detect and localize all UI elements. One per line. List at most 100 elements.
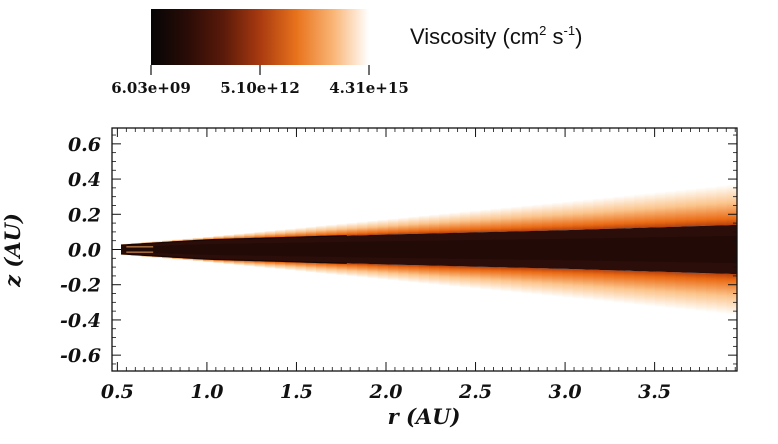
active-layer-upper <box>336 223 348 236</box>
active-layer-lower <box>562 268 574 298</box>
active-layer-upper <box>654 191 666 228</box>
active-layer-upper <box>244 232 255 239</box>
y-tick-label: 0.6 <box>68 134 101 156</box>
dead-zone-boundary <box>120 235 347 246</box>
active-layer-upper <box>603 197 615 229</box>
active-layer-upper <box>408 216 420 234</box>
y-axis-title: z (AU) <box>0 213 25 288</box>
y-tick-label: -0.2 <box>60 275 101 297</box>
active-layer-upper <box>346 222 358 236</box>
y-tick-label: -0.4 <box>60 310 101 332</box>
active-layer-upper <box>695 187 707 227</box>
active-layer-upper <box>275 229 286 238</box>
active-layer-upper <box>357 221 368 236</box>
active-layer-lower <box>295 261 307 272</box>
active-layer-upper <box>706 186 718 226</box>
active-layer-lower <box>367 263 379 279</box>
y-tick-label: 0.0 <box>68 240 101 262</box>
active-layer-upper <box>439 213 451 234</box>
dead-zone-core <box>121 235 737 264</box>
x-tick-label: 2.0 <box>368 381 402 403</box>
active-layer-upper <box>233 233 245 239</box>
active-layer-lower <box>305 262 317 273</box>
active-layer-lower <box>223 259 235 265</box>
active-layer-upper <box>264 230 276 239</box>
active-layer-upper <box>326 224 338 237</box>
active-layer-upper <box>726 184 737 226</box>
active-layer-upper <box>593 198 605 230</box>
y-tick-label: -0.6 <box>60 345 101 367</box>
colorbar: 6.03e+09 5.10e+12 4.31e+15 Viscosity (cm2 … <box>111 9 582 97</box>
active-layer-lower <box>213 259 225 264</box>
active-layer-lower <box>726 273 737 315</box>
active-layer-upper <box>305 226 317 237</box>
active-layer-lower <box>490 267 502 291</box>
active-layer-upper <box>418 215 430 234</box>
active-layer-upper <box>521 205 533 232</box>
active-layer-upper <box>634 193 646 228</box>
active-layer-lower <box>326 262 338 275</box>
active-layer-upper <box>511 206 522 232</box>
active-layer-upper <box>572 200 584 230</box>
active-layer-upper <box>644 192 656 228</box>
active-layer-lower <box>521 267 533 294</box>
active-layer-upper <box>552 202 564 231</box>
active-layer-upper <box>583 199 594 230</box>
active-layer-upper <box>531 204 543 231</box>
active-layer-lower <box>541 268 553 296</box>
active-layer-lower <box>357 263 368 278</box>
active-layer-lower <box>244 260 255 267</box>
active-layer-upper <box>685 188 697 227</box>
x-tick-label: 0.5 <box>101 381 134 403</box>
x-tick-label: 3.5 <box>638 381 671 403</box>
active-layer-upper <box>562 201 574 231</box>
active-layer-lower <box>613 270 625 304</box>
active-layer-lower <box>316 262 327 274</box>
colorbar-tick-label: 6.03e+09 <box>111 79 191 97</box>
active-layer-upper <box>470 210 481 233</box>
active-layer-lower <box>706 273 718 313</box>
active-layer-upper <box>665 190 676 228</box>
plot-area: 0.5 1.0 1.5 2.0 2.5 3.0 3.5 0.6 0.4 0.2 0.0 -0.2 -0… <box>60 127 738 403</box>
active-layer-lower <box>470 266 481 289</box>
active-layer-lower <box>233 260 245 266</box>
colorbar-tick-label: 4.31e+15 <box>329 79 409 97</box>
active-layer-lower <box>346 263 358 277</box>
active-layer-upper <box>213 235 225 240</box>
active-layer-lower <box>264 260 276 269</box>
x-tick-label: 1.0 <box>190 381 223 403</box>
active-layer-lower <box>285 261 297 271</box>
active-layer-lower <box>624 270 635 305</box>
active-layer-upper <box>367 220 379 236</box>
active-layer-lower <box>695 272 707 312</box>
active-layer-lower <box>439 265 451 286</box>
active-layer-upper <box>429 214 440 234</box>
active-layer-lower <box>500 267 512 292</box>
active-layer-lower <box>654 271 666 308</box>
active-layer-lower <box>336 263 348 276</box>
active-layer-lower <box>603 270 615 302</box>
active-layer-lower <box>644 271 656 307</box>
y-axis-ticks: 0.6 0.4 0.2 0.0 -0.2 -0.4 -0.6 <box>60 134 737 367</box>
active-layer-lower <box>429 265 440 285</box>
x-axis-title: r (AU) <box>388 404 461 429</box>
active-layer-upper <box>624 194 635 229</box>
y-tick-label: 0.4 <box>68 169 101 191</box>
active-layer-upper <box>449 212 461 233</box>
active-layer-upper <box>459 211 471 233</box>
x-tick-label: 2.5 <box>458 381 492 403</box>
active-layer-lower <box>572 269 584 299</box>
x-axis-ticks: 0.5 1.0 1.5 2.0 2.5 3.0 3.5 <box>101 128 736 403</box>
active-layer-lower <box>716 273 728 314</box>
active-layer-lower <box>254 260 266 268</box>
active-layer-upper <box>716 185 728 226</box>
active-layer-lower <box>511 267 522 293</box>
dead-zone-boundary <box>120 253 347 264</box>
active-layer-lower <box>593 269 605 301</box>
active-layer-upper <box>675 189 687 227</box>
active-layer-lower <box>459 266 471 288</box>
active-layer-lower <box>398 264 409 282</box>
active-layer-upper <box>254 231 266 239</box>
colorbar-title: Viscosity (cm2 s-1) <box>410 23 582 49</box>
